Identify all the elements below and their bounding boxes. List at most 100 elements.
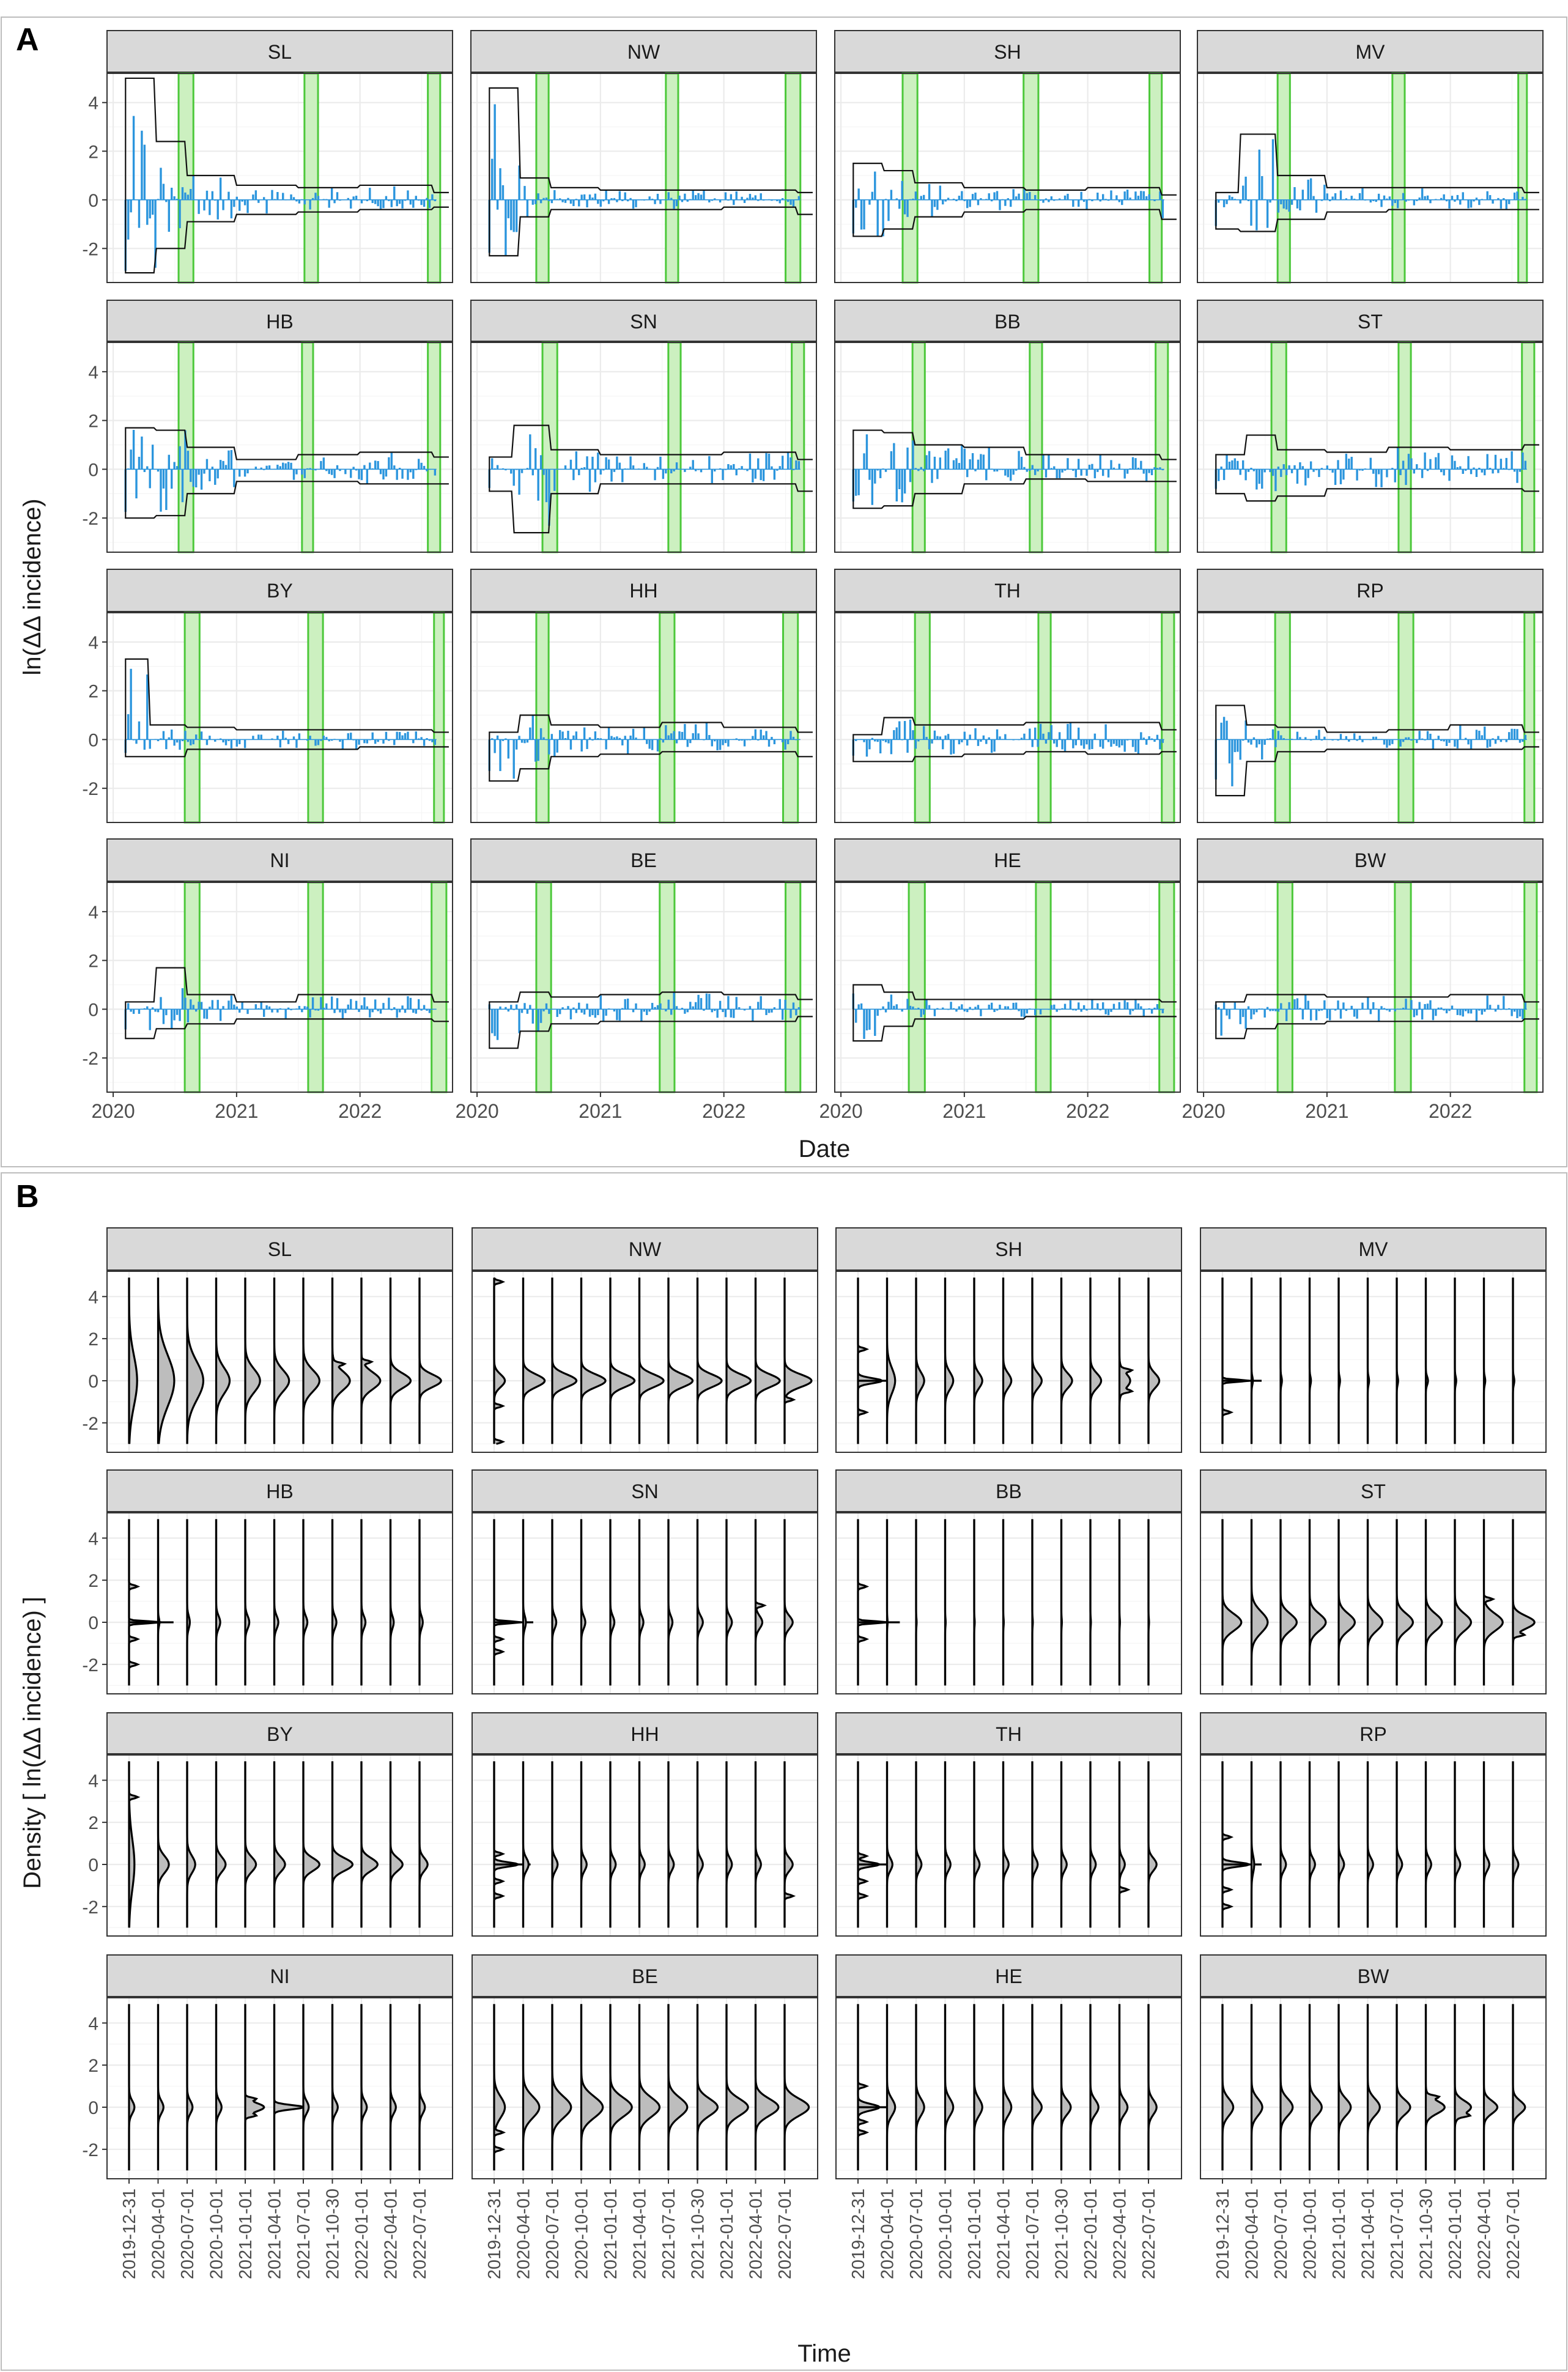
facet-strip <box>834 569 1181 612</box>
density-2021-04-01 <box>273 1519 279 1686</box>
facet-strip <box>1197 30 1544 73</box>
facet-strip-label: BE <box>632 1965 658 1987</box>
facet-a-bw: BW 2020 2021 2022 <box>1182 838 1544 1122</box>
plot-background <box>107 342 453 552</box>
density-2022-04-01 <box>754 1519 767 1686</box>
density-2022-07-01 <box>783 2004 810 2171</box>
delta-series <box>124 668 437 753</box>
facet-strip <box>470 838 817 882</box>
y-tick-label: -2 <box>82 1897 98 1918</box>
plot-background <box>471 613 816 822</box>
density-2021-07-01 <box>1396 2004 1411 2171</box>
density-2021-10-30 <box>1424 1519 1443 1686</box>
facet-a-rp: RP <box>1197 569 1544 824</box>
wave-period-band <box>785 881 802 1093</box>
x-tick-label: 2021-10-30 <box>1052 2189 1072 2279</box>
lower-quantile-band <box>1215 1009 1539 1040</box>
facet-strip-label: MV <box>1356 41 1386 63</box>
density-fill <box>129 1277 138 1444</box>
x-tick-label: 2019-12-31 <box>120 2189 139 2279</box>
y-tick-label: 2 <box>88 1571 98 1591</box>
density-2022-04-01 <box>1118 1761 1131 1928</box>
y-tick-label: 4 <box>88 633 98 653</box>
y-tick-label: 0 <box>88 460 98 480</box>
facet-strip-label: SN <box>631 1480 658 1502</box>
density-2022-01-01 <box>1089 1519 1092 1686</box>
density-2021-10-30 <box>331 1277 351 1444</box>
y-tick-label: 2 <box>88 951 98 972</box>
facet-strip-label: SL <box>268 1238 292 1260</box>
density-2019-12-31 <box>128 1519 174 1686</box>
x-tick-label: 2020-04-01 <box>149 2189 169 2279</box>
density-2021-10-30 <box>331 2004 339 2171</box>
facet-strip <box>1197 838 1544 882</box>
density-2020-07-01 <box>915 1277 925 1444</box>
density-2022-07-01 <box>418 1761 429 1928</box>
facet-strip-label: BB <box>994 311 1021 333</box>
section-b-facets: SL 4 2 0 -2 NW SH MV HB 4 2 0 -2 SN BB ST BY 4 2 0 -2 HH TH RP N… <box>82 1227 1547 2279</box>
plot-background <box>836 1998 1182 2179</box>
plot-background <box>471 342 816 552</box>
facet-strip <box>1197 300 1544 342</box>
plot-background <box>835 882 1180 1092</box>
x-tick-label: 2022 <box>1066 1100 1109 1122</box>
density-2020-10-01 <box>1308 1519 1327 1686</box>
density-fill <box>158 1277 174 1444</box>
x-tick-label: 2022-07-01 <box>1504 2189 1523 2279</box>
facet-strip-label: NW <box>629 1238 662 1260</box>
wave-period-band <box>659 611 676 824</box>
density-2020-10-01 <box>580 2004 604 2171</box>
wave-period-band <box>1158 881 1175 1093</box>
facet-strip <box>470 300 817 342</box>
plot-border <box>470 612 817 823</box>
wave-period-band <box>1523 881 1538 1093</box>
facet-a-ni: NI 4 2 0 -2 2020 2021 2022 <box>82 838 453 1122</box>
wave-period-band <box>1035 881 1052 1093</box>
plot-background <box>1200 1998 1546 2179</box>
lower-quantile-band <box>125 739 449 758</box>
wave-period-band <box>1517 72 1528 284</box>
x-tick-label: 2021-07-01 <box>1023 2189 1043 2279</box>
wave-period-band <box>659 881 676 1093</box>
x-tick-label: 2022-01-01 <box>1081 2189 1101 2279</box>
density-2021-01-01 <box>1337 1519 1356 1686</box>
density-2022-01-01 <box>360 1277 382 1444</box>
x-tick-label: 2021-10-30 <box>324 2189 343 2279</box>
density-2021-07-01 <box>667 1761 675 1928</box>
plot-border <box>470 882 817 1093</box>
facet-strip-label: SN <box>630 311 657 333</box>
density-2020-10-01 <box>215 1277 231 1444</box>
y-tick-label: 0 <box>88 1000 98 1020</box>
plot-background <box>107 1755 453 1936</box>
y-tick-label: 4 <box>88 903 98 923</box>
y-tick-label: 4 <box>88 94 98 114</box>
density-2020-10-01 <box>580 1761 588 1928</box>
section-a-tag: A <box>16 22 39 57</box>
x-tick-label: 2020 <box>1182 1100 1225 1122</box>
density-2021-01-01 <box>609 1761 617 1928</box>
wave-period-band <box>427 341 442 553</box>
density-2021-07-01 <box>667 1519 674 1686</box>
y-tick-label: 4 <box>88 1287 98 1307</box>
density-2022-01-01 <box>725 1761 733 1928</box>
lower-quantile-band <box>125 199 449 274</box>
wave-period-band <box>667 341 682 553</box>
delta-series <box>488 715 801 779</box>
wave-period-band <box>1029 341 1043 553</box>
facet-strip <box>1200 1712 1547 1754</box>
density-2022-07-01 <box>1147 2004 1158 2171</box>
facet-strip <box>106 30 453 73</box>
facet-strip-label: BW <box>1355 849 1386 871</box>
facet-strip-label: HH <box>631 1723 659 1745</box>
density-fill <box>216 1277 230 1444</box>
x-tick-label: 2021 <box>942 1100 986 1122</box>
density-2022-07-01 <box>1147 1519 1150 1686</box>
density-2022-04-01 <box>1482 1761 1490 1928</box>
upper-quantile-band <box>1215 704 1539 740</box>
facet-b-hh: HH <box>472 1712 818 1937</box>
plot-border <box>1197 73 1544 283</box>
wave-period-band <box>1394 881 1412 1093</box>
x-tick-label: 2020-04-01 <box>1243 2189 1262 2279</box>
facet-strip <box>106 1712 453 1754</box>
